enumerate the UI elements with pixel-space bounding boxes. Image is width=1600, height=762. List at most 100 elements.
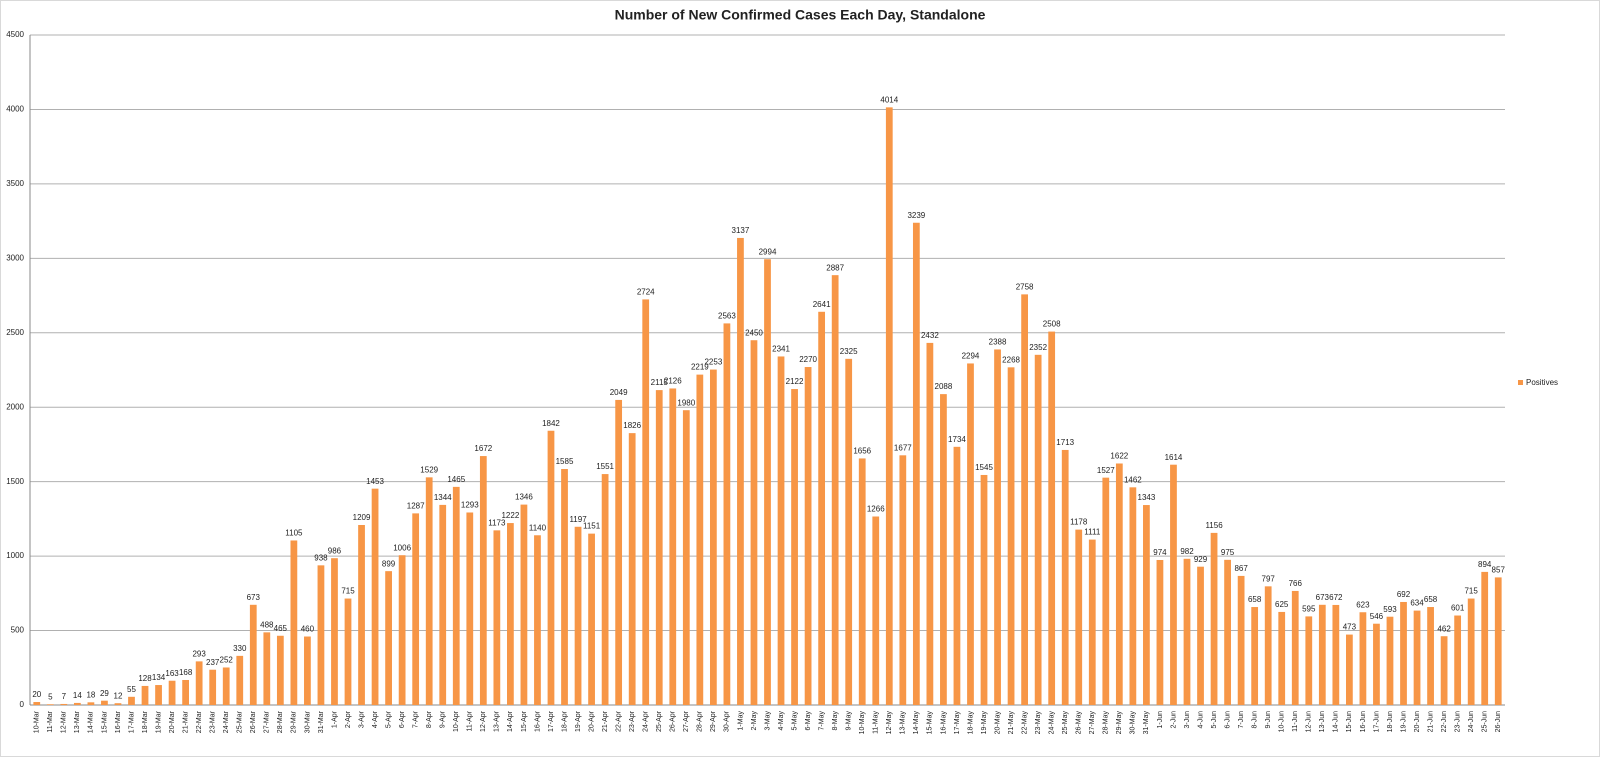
x-tick-label: 30-May bbox=[1130, 711, 1137, 735]
x-tick-label: 2-Apr bbox=[345, 710, 352, 728]
x-tick-label: 16-Jun bbox=[1360, 711, 1367, 733]
bar bbox=[412, 513, 420, 705]
data-label: 634 bbox=[1410, 599, 1424, 608]
bar bbox=[912, 222, 920, 705]
data-label: 797 bbox=[1262, 574, 1276, 583]
x-tick-label: 27-Apr bbox=[683, 710, 690, 732]
x-tick-label: 4-Apr bbox=[372, 710, 379, 728]
data-label: 2126 bbox=[664, 377, 682, 386]
bar bbox=[371, 488, 379, 705]
data-label: 1529 bbox=[420, 465, 438, 474]
data-label: 658 bbox=[1424, 595, 1438, 604]
bar bbox=[1278, 611, 1286, 705]
data-label: 237 bbox=[206, 658, 220, 667]
data-label: 1527 bbox=[1097, 466, 1115, 475]
data-label: 55 bbox=[127, 685, 136, 694]
data-label: 488 bbox=[260, 620, 274, 629]
x-tick-label: 18-Jun bbox=[1387, 711, 1394, 733]
x-tick-label: 11-May bbox=[873, 711, 880, 734]
x-tick-label: 24-May bbox=[1049, 711, 1056, 735]
bar bbox=[425, 477, 433, 705]
x-tick-label: 26-May bbox=[1076, 711, 1083, 735]
data-label: 2758 bbox=[1016, 282, 1034, 291]
x-tick-label: 28-Mar bbox=[277, 710, 284, 733]
bar bbox=[723, 323, 731, 705]
x-tick-label: 1-May bbox=[737, 711, 744, 731]
x-tick-label: 5-May bbox=[791, 711, 798, 731]
x-tick-label: 20-May bbox=[994, 711, 1001, 735]
x-tick-label: 11-Jun bbox=[1292, 711, 1299, 732]
bar bbox=[1224, 559, 1231, 705]
data-label: 2994 bbox=[759, 247, 777, 256]
data-label: 1178 bbox=[1070, 518, 1088, 527]
data-label: 1622 bbox=[1110, 452, 1128, 461]
x-tick-label: 18-May bbox=[967, 711, 974, 735]
bar bbox=[1115, 463, 1123, 705]
x-tick-label: 14-Mar bbox=[88, 710, 95, 733]
bar bbox=[1143, 505, 1150, 705]
bar bbox=[304, 636, 311, 705]
y-tick-label: 3000 bbox=[6, 253, 24, 262]
data-label: 2088 bbox=[935, 382, 953, 391]
x-tick-label: 15-May bbox=[927, 711, 934, 735]
bar bbox=[290, 540, 298, 705]
data-label: 867 bbox=[1234, 564, 1248, 573]
x-tick-label: 9-Jun bbox=[1265, 711, 1272, 729]
x-tick-label: 12-Jun bbox=[1306, 711, 1313, 733]
bar bbox=[967, 363, 974, 705]
x-tick-label: 15-Jun bbox=[1346, 711, 1353, 733]
data-label: 2724 bbox=[637, 288, 655, 297]
data-label: 134 bbox=[152, 673, 166, 682]
x-tick-label: 20-Apr bbox=[588, 710, 595, 732]
data-label: 938 bbox=[314, 553, 328, 562]
data-label: 2122 bbox=[786, 377, 804, 386]
data-label: 2325 bbox=[840, 347, 858, 356]
bar bbox=[655, 390, 663, 705]
x-tick-label: 19-Apr bbox=[575, 710, 582, 732]
y-tick-label: 2000 bbox=[6, 402, 24, 411]
x-tick-label: 19-May bbox=[981, 711, 988, 735]
data-label: 1222 bbox=[501, 511, 519, 520]
bar bbox=[1386, 616, 1394, 705]
y-tick-label: 4500 bbox=[6, 30, 24, 39]
bar bbox=[114, 703, 122, 705]
bar bbox=[1007, 367, 1015, 705]
bar bbox=[777, 356, 785, 705]
x-tick-label: 3-May bbox=[764, 711, 771, 731]
x-tick-label: 20-Mar bbox=[169, 710, 176, 733]
data-label: 1585 bbox=[556, 457, 574, 466]
data-label: 593 bbox=[1383, 605, 1397, 614]
x-tick-label: 12-Mar bbox=[61, 710, 68, 733]
data-label: 2388 bbox=[989, 338, 1007, 347]
data-label: 1614 bbox=[1165, 453, 1183, 462]
bar bbox=[953, 446, 961, 705]
x-tick-label: 21-May bbox=[1008, 711, 1015, 735]
x-tick-label: 6-May bbox=[805, 711, 812, 731]
x-tick-label: 16-May bbox=[940, 711, 947, 735]
bar bbox=[791, 389, 798, 705]
x-tick-label: 13-Mar bbox=[74, 710, 81, 733]
x-tick-label: 26-Apr bbox=[670, 710, 677, 732]
bar bbox=[222, 667, 230, 705]
x-tick-label: 16-Mar bbox=[115, 710, 122, 733]
data-label: 546 bbox=[1370, 612, 1384, 621]
bar bbox=[1373, 623, 1380, 705]
x-tick-label: 7-Jun bbox=[1238, 711, 1245, 729]
bar bbox=[845, 358, 853, 705]
x-tick-label: 9-May bbox=[846, 711, 853, 731]
data-label: 1346 bbox=[515, 493, 533, 502]
x-tick-label: 11-Apr bbox=[467, 710, 474, 731]
data-label: 5 bbox=[48, 692, 53, 701]
x-tick-label: 22-May bbox=[1021, 711, 1028, 735]
x-tick-label: 3-Apr bbox=[358, 710, 365, 728]
data-label: 1734 bbox=[948, 435, 966, 444]
x-tick-label: 28-Apr bbox=[697, 710, 704, 732]
x-tick-label: 7-Apr bbox=[413, 710, 420, 728]
bar bbox=[588, 533, 595, 705]
data-label: 1266 bbox=[867, 505, 885, 514]
bar bbox=[561, 469, 568, 705]
data-label: 1453 bbox=[366, 477, 384, 486]
x-tick-label: 9-Apr bbox=[440, 710, 447, 728]
bar bbox=[209, 669, 217, 705]
x-tick-label: 5-Apr bbox=[385, 710, 392, 728]
